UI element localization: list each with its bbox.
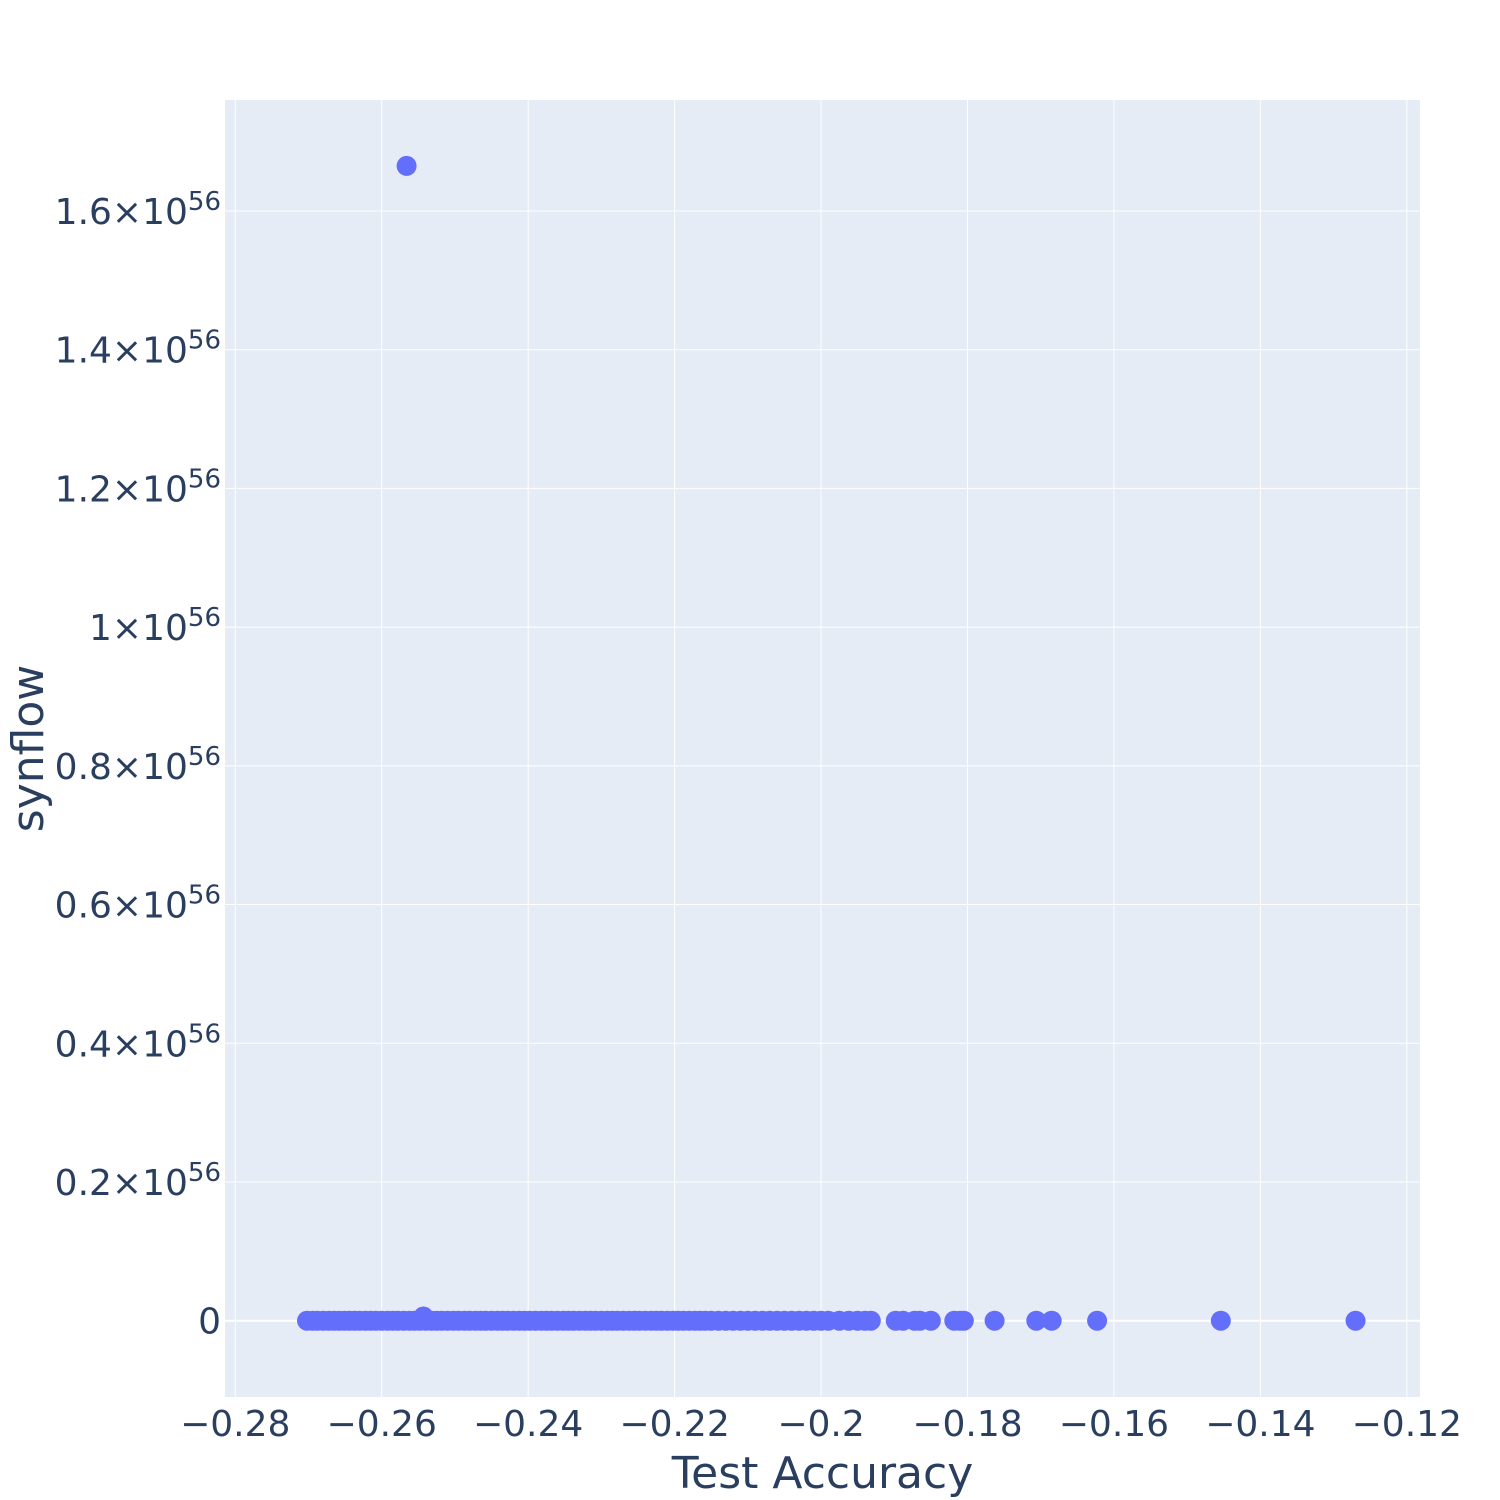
y-tick-label: 0.6×1056 [55, 881, 221, 927]
data-point [1087, 1310, 1108, 1331]
x-tick-label: −0.26 [327, 1404, 437, 1445]
y-tick-label: 1.2×1056 [55, 464, 221, 510]
data-points [297, 155, 1366, 1331]
x-axis-title: Test Accuracy [671, 1448, 974, 1499]
x-tick-label: −0.12 [1352, 1404, 1462, 1445]
x-tick-label: −0.28 [180, 1404, 290, 1445]
x-tick-label: −0.22 [619, 1404, 729, 1445]
grid-lines [225, 100, 1420, 1397]
x-tick-label: −0.2 [777, 1404, 864, 1445]
y-tick-label: 1.6×1056 [55, 187, 221, 233]
data-point [1026, 1310, 1047, 1331]
data-point [953, 1310, 974, 1331]
data-point [396, 155, 417, 176]
data-point [1345, 1310, 1366, 1331]
data-point [1210, 1310, 1231, 1331]
x-tick-label: −0.14 [1205, 1404, 1315, 1445]
y-tick-label: 1×1056 [89, 603, 221, 649]
data-point [920, 1310, 941, 1331]
y-tick-label: 0.8×1056 [55, 742, 221, 788]
x-tick-label: −0.24 [473, 1404, 583, 1445]
plot-area [225, 100, 1420, 1397]
y-axis-title: synflow [3, 665, 54, 832]
x-tick-label: −0.16 [1059, 1404, 1169, 1445]
data-point [1041, 1310, 1062, 1331]
x-axis-ticks: −0.28 −0.26 −0.24 −0.22 −0.2 −0.18 −0.16 −0.14−… [180, 1404, 1462, 1445]
y-axis-ticks: 0 0.2×1056 0.4×1056 0.6×1056 0.8×1056 1×1056 1… [55, 187, 221, 1343]
data-point [984, 1310, 1005, 1331]
x-tick-label: −0.18 [912, 1404, 1022, 1445]
y-tick-label: 1.4×1056 [55, 326, 221, 372]
y-tick-label: 0 [198, 1302, 221, 1343]
y-tick-label: 0.2×1056 [55, 1158, 221, 1204]
data-point [860, 1310, 881, 1331]
y-tick-label: 0.4×1056 [55, 1019, 221, 1065]
